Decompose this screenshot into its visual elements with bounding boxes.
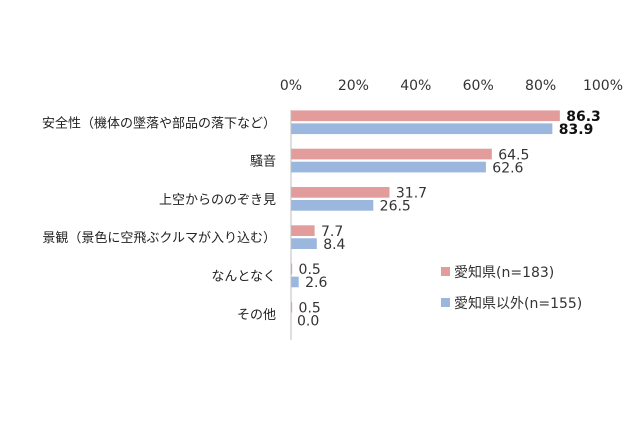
category-label-2: 上空からののぞき見 — [159, 193, 276, 208]
x-tick-label-3: 60% — [463, 78, 494, 94]
bar-s1-c0 — [290, 122, 554, 135]
value-label-s1-c5: 0.0 — [297, 314, 319, 330]
legend-label-0: 愛知県(n=183) — [454, 264, 554, 281]
bar-s1-c4 — [290, 275, 300, 289]
value-label-s0-c5: 0.5 — [299, 301, 321, 317]
value-label-s0-c0: 86.3 — [566, 109, 601, 125]
category-label-3: 景観（景色に空飛ぶクルマが入り込む） — [42, 230, 276, 246]
bar-s1-c2 — [290, 199, 375, 212]
bar-s1-c3 — [290, 237, 318, 250]
category-label-1: 騒音 — [250, 154, 276, 170]
value-label-s0-c4: 0.5 — [299, 262, 321, 278]
value-label-s1-c3: 8.4 — [323, 237, 345, 253]
legend-label-1: 愛知県以外(n=155) — [454, 295, 582, 312]
bar-s0-c1 — [290, 147, 493, 161]
category-labels: 安全性（機体の墜落や部品の落下など） 騒音上空からののぞき見景観（景色に空飛ぶクル… — [42, 115, 276, 323]
x-axis-ticks: 0% 20% 40% 60% 80% 100% — [280, 78, 623, 94]
bars: 86.383.964.562.631.726.57.78.40.52.60.50… — [290, 109, 601, 330]
bar-s0-c2 — [290, 186, 391, 199]
legend-swatch-0 — [441, 267, 450, 276]
value-label-s1-c4: 2.6 — [305, 275, 327, 291]
category-label-5: その他 — [237, 308, 276, 323]
category-label-4: なんとなく — [211, 269, 276, 284]
value-label-s1-c0: 83.9 — [559, 122, 594, 138]
x-tick-label-1: 20% — [338, 78, 369, 94]
legend-swatch-1 — [441, 298, 450, 307]
x-tick-label-4: 80% — [525, 78, 556, 94]
value-label-s1-c2: 26.5 — [380, 199, 411, 215]
bar-s1-c1 — [290, 160, 487, 174]
value-label-s1-c1: 62.6 — [492, 160, 523, 176]
bar-s0-c0 — [290, 109, 561, 122]
value-label-s0-c3: 7.7 — [321, 224, 343, 240]
x-tick-label-2: 40% — [400, 78, 431, 94]
x-tick-label-0: 0% — [280, 78, 302, 94]
x-tick-label-5: 100% — [583, 78, 623, 94]
legend: 愛知県(n=183) 愛知県以外(n=155) — [441, 264, 582, 312]
value-label-s0-c2: 31.7 — [396, 186, 427, 202]
category-label-0: 安全性（機体の墜落や部品の落下など） — [42, 115, 276, 131]
value-label-s0-c1: 64.5 — [498, 147, 529, 163]
bar-s0-c3 — [290, 224, 316, 237]
